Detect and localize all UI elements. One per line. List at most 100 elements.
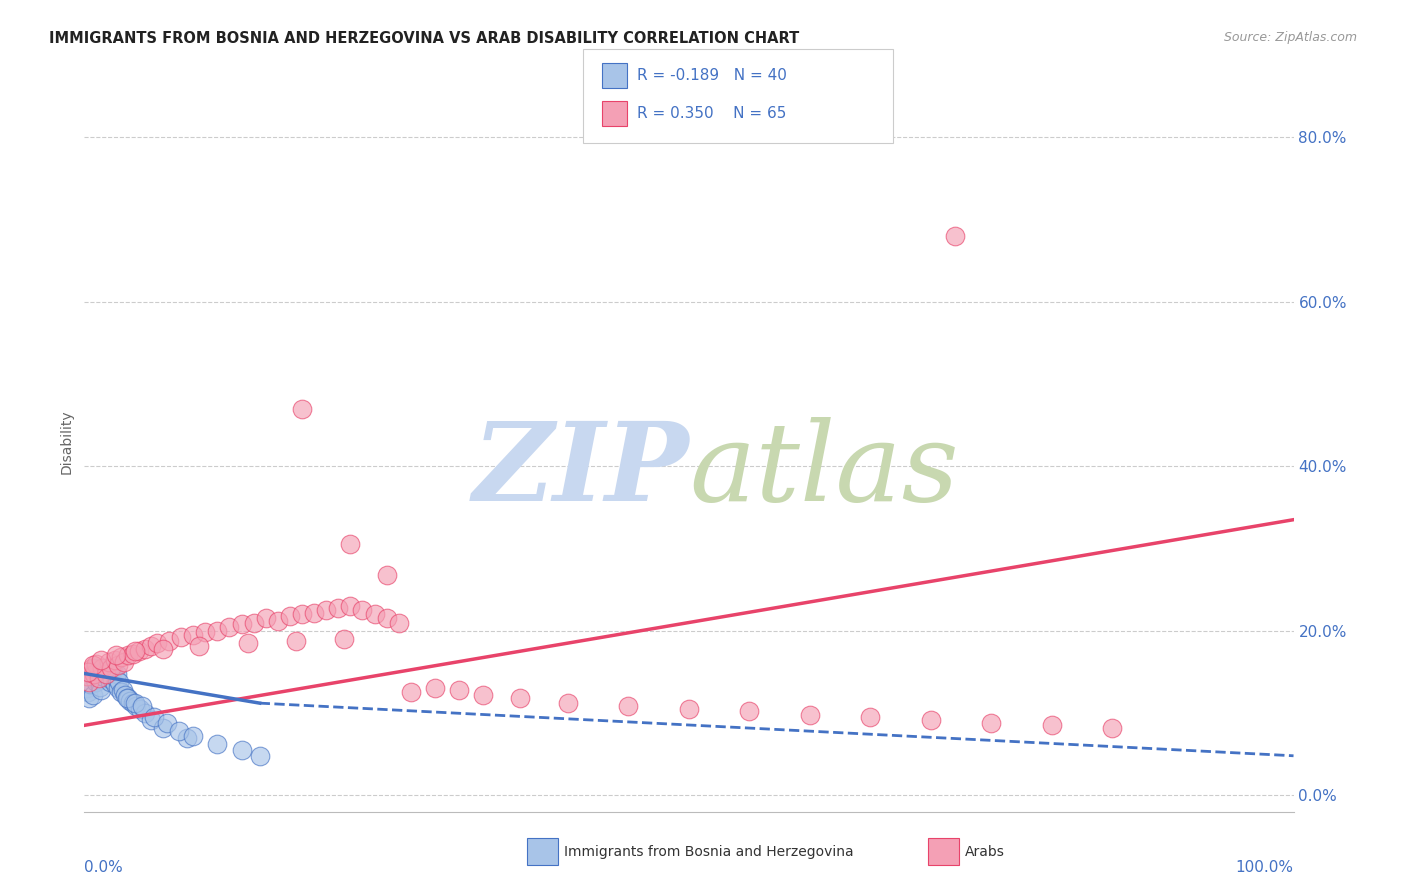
Point [333,632,356,646]
Point [112,683,135,698]
Point [103,663,125,677]
Point [124,644,146,658]
Point [170,630,193,644]
Point [87,673,110,687]
Text: 100.0%: 100.0% [1236,860,1294,875]
Point [121,696,143,710]
Point [134,641,156,656]
Point [129,702,152,716]
Point [82,658,104,673]
Point [117,691,139,706]
Point [231,617,253,632]
Point [152,641,174,656]
Point [254,611,277,625]
Point [108,674,131,689]
Point [188,639,211,653]
Point [155,715,177,730]
Text: R = -0.189   N = 40: R = -0.189 N = 40 [637,69,787,83]
Point [86,669,108,683]
Point [89,680,111,694]
Point [157,633,180,648]
Point [97,655,120,669]
Point [110,685,132,699]
Point [94,661,117,675]
Point [94,663,117,677]
Point [315,603,337,617]
Point [120,694,142,708]
Point [104,648,127,663]
Point [114,688,136,702]
Point [231,743,253,757]
Point [267,614,290,628]
Point [131,699,153,714]
Point [87,672,110,686]
Point [104,677,127,691]
Point [121,647,143,661]
Point [124,696,146,710]
Point [100,661,122,675]
Text: ZIP: ZIP [472,417,689,524]
Point [107,681,129,696]
Point [218,619,240,633]
Point [96,666,118,681]
Point [125,699,148,714]
Point [104,652,127,666]
Point [77,674,100,689]
Y-axis label: Disability: Disability [60,409,75,474]
Point [375,567,398,582]
Point [152,721,174,735]
Point [76,681,98,696]
Point [472,688,495,702]
Point [678,702,700,716]
Text: Immigrants from Bosnia and Herzegovina: Immigrants from Bosnia and Herzegovina [564,845,853,859]
Text: atlas: atlas [689,417,959,524]
Point [91,665,114,679]
Point [79,677,101,691]
Point [242,615,264,630]
Point [388,615,411,630]
Point [943,228,966,243]
Point [859,710,882,724]
Point [278,609,301,624]
Point [339,537,361,551]
Point [980,715,1002,730]
Point [920,713,942,727]
Text: IMMIGRANTS FROM BOSNIA AND HERZEGOVINA VS ARAB DISABILITY CORRELATION CHART: IMMIGRANTS FROM BOSNIA AND HERZEGOVINA V… [49,31,800,46]
Point [90,652,112,666]
Point [375,611,398,625]
Point [80,661,103,675]
Point [84,661,107,675]
Point [80,666,103,681]
Text: 0.0%: 0.0% [84,860,124,875]
Point [86,657,108,671]
Point [176,731,198,745]
Point [82,688,104,702]
Point [112,655,135,669]
Point [339,599,361,613]
Point [94,666,117,681]
Point [1040,718,1063,732]
Point [76,669,98,683]
Point [139,639,162,653]
Point [291,607,314,622]
Text: Arabs: Arabs [965,845,1004,859]
Point [143,710,166,724]
Point [101,673,124,687]
Point [284,633,308,648]
Point [617,699,640,714]
Point [139,713,162,727]
Point [100,669,122,683]
Point [77,691,100,706]
Point [509,691,531,706]
Point [181,729,204,743]
Point [91,661,114,675]
Point [194,625,217,640]
Point [352,603,374,617]
Point [104,672,127,686]
Point [738,704,761,718]
Point [110,650,132,665]
Point [799,707,821,722]
Point [128,644,150,658]
Text: Source: ZipAtlas.com: Source: ZipAtlas.com [1223,31,1357,45]
Point [449,683,471,698]
